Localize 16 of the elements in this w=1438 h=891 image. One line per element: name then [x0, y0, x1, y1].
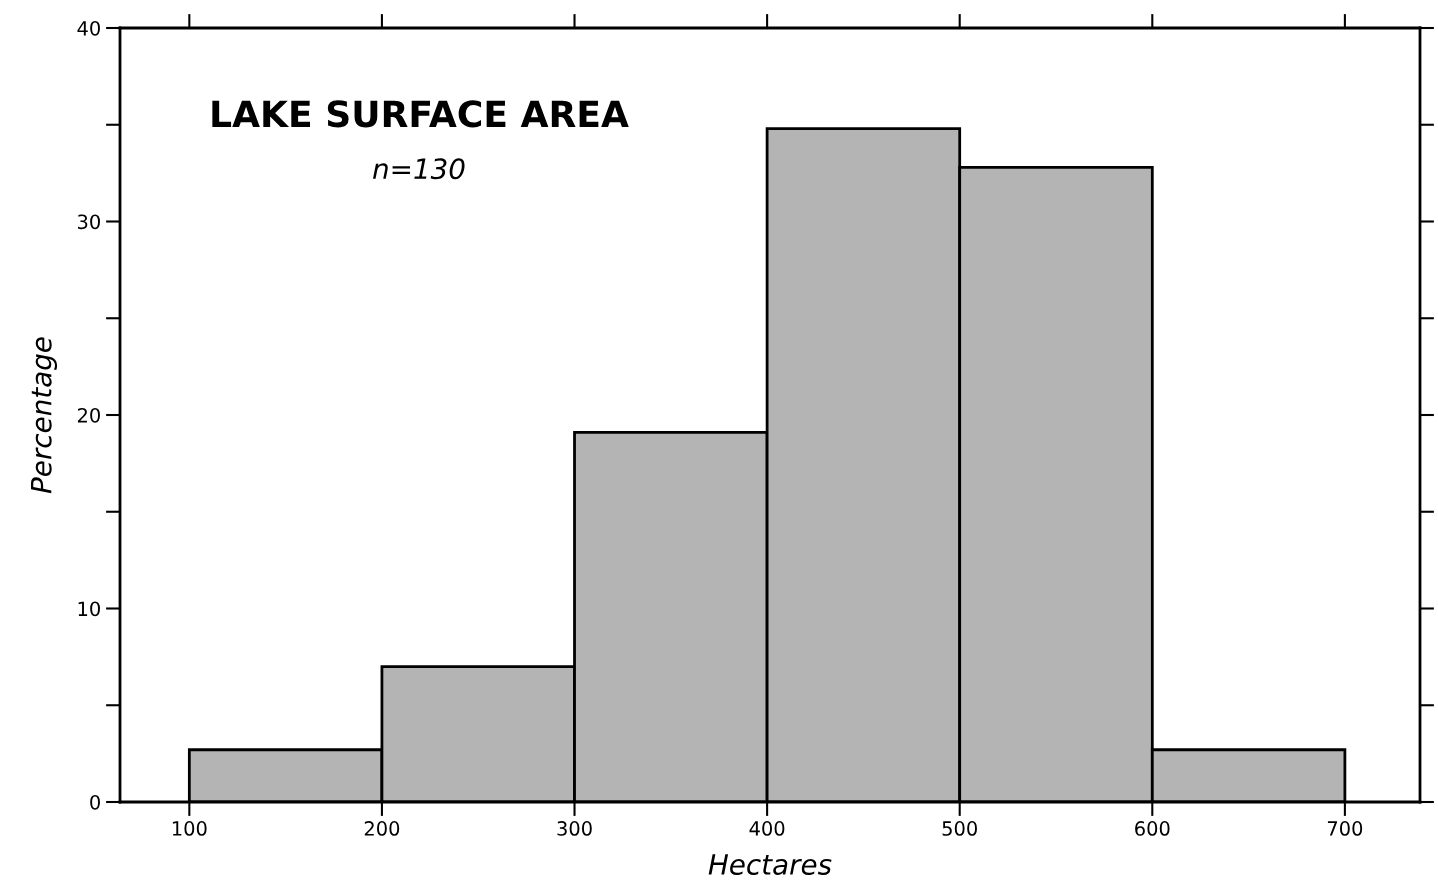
y-axis-title: Percentage — [31, 337, 58, 494]
x-tick-label: 500 — [942, 821, 977, 836]
y-tick-label: 40 — [77, 20, 100, 36]
x-tick-label: 200 — [364, 821, 400, 836]
x-tick-label: 400 — [749, 821, 785, 836]
x-tick-label: 700 — [1327, 821, 1363, 836]
text: n=130 — [373, 158, 465, 180]
x-tick-label: 600 — [1135, 821, 1170, 836]
text: LAKE SURFACE AREA — [212, 100, 629, 128]
y-tick-label: 10 — [78, 601, 100, 617]
y-tick-label: 0 — [90, 794, 100, 810]
x-tick-label: 300 — [557, 821, 592, 836]
y-tick-label: 20 — [77, 407, 100, 423]
x-axis-title: Hectares — [708, 854, 832, 875]
x-tick-label: 100 — [172, 821, 207, 836]
y-tick-label: 30 — [77, 214, 100, 230]
